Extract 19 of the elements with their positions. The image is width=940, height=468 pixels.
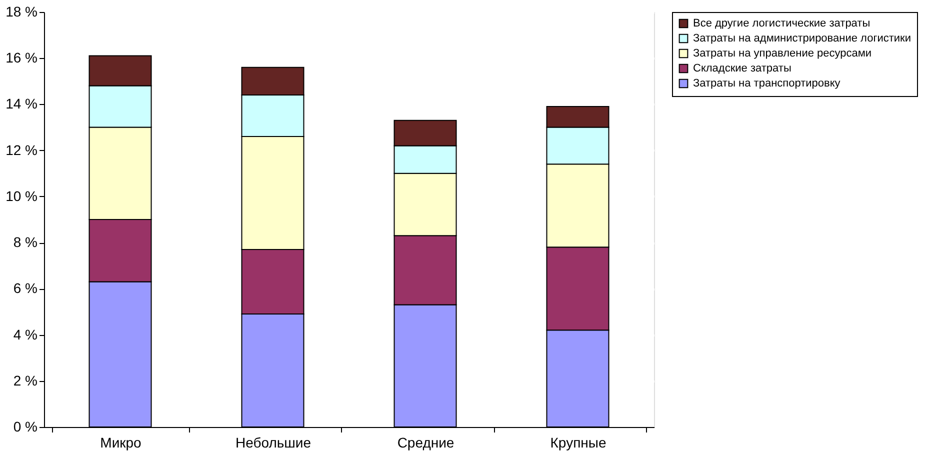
legend-label: Затраты на транспортировку xyxy=(693,78,841,90)
y-tick-label: 4 % xyxy=(13,326,38,342)
x-tick-label: Средние xyxy=(397,434,454,450)
legend-label: Складские затраты xyxy=(693,62,792,74)
x-tick-label: Крупные xyxy=(550,434,606,450)
y-tick-label: 14 % xyxy=(6,96,38,112)
x-tick-label: Микро xyxy=(100,434,142,450)
y-tick-label: 10 % xyxy=(6,188,38,204)
y-tick-label: 12 % xyxy=(6,142,38,158)
legend-label: Затраты на управление ресурсами xyxy=(693,48,872,60)
y-tick-label: 16 % xyxy=(6,50,38,66)
y-tick-label: 0 % xyxy=(13,418,38,434)
legend-label: Все другие логистические затраты xyxy=(693,18,870,30)
y-tick-label: 6 % xyxy=(13,280,38,296)
y-tick-label: 18 % xyxy=(6,4,38,20)
y-tick-label: 8 % xyxy=(13,234,38,250)
y-tick-label: 2 % xyxy=(13,372,38,388)
x-tick-label: Небольшие xyxy=(235,434,312,450)
legend-label: Затраты на администрирование логистики xyxy=(693,32,911,44)
